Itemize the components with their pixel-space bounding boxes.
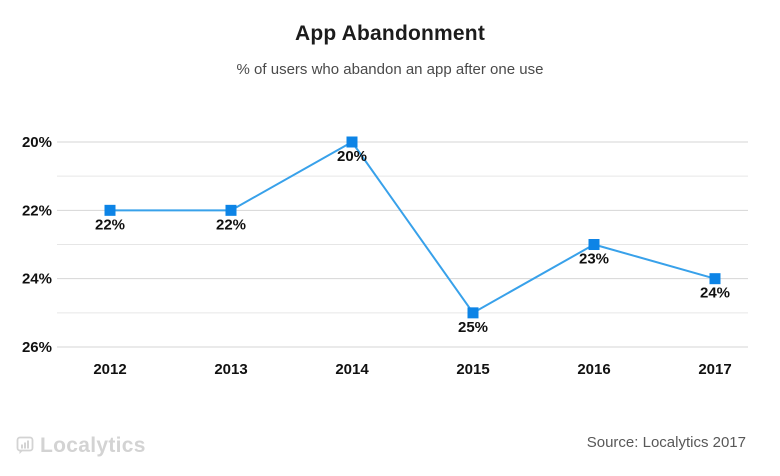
chart-subtitle: % of users who abandon an app after one … (236, 61, 544, 78)
logo-text: Localytics (40, 434, 146, 457)
trend-line (110, 141, 716, 314)
x-axis-tick-label: 2013 (214, 361, 247, 378)
data-point-label: 20% (337, 148, 367, 165)
data-point-label: 25% (458, 319, 488, 336)
source-attribution: Source: Localytics 2017 (586, 434, 746, 451)
data-point-marker (346, 136, 358, 148)
y-axis-tick-label: 22% (22, 202, 52, 219)
data-point-label: 24% (700, 285, 730, 302)
data-point-marker (709, 273, 721, 285)
y-axis-tick-label: 26% (22, 339, 52, 356)
data-point-marker (225, 204, 237, 216)
data-point-label: 22% (95, 216, 125, 233)
data-point-marker (588, 239, 600, 251)
data-point-label: 23% (579, 251, 609, 268)
bar-chart-logo-icon (16, 436, 34, 454)
data-point-label: 22% (216, 216, 246, 233)
chart-title: App Abandonment (294, 22, 486, 45)
x-axis-tick-label: 2016 (577, 361, 610, 378)
data-point-marker (104, 204, 116, 216)
y-axis-tick-label: 24% (22, 271, 52, 288)
y-axis-tick-label: 20% (22, 134, 52, 151)
x-axis-tick-label: 2012 (93, 361, 126, 378)
x-axis-tick-label: 2014 (335, 361, 369, 378)
x-axis-tick-label: 2015 (456, 361, 489, 378)
localytics-logo: Localytics (16, 434, 146, 458)
data-point-marker (467, 307, 479, 319)
x-axis-tick-label: 2017 (698, 361, 731, 378)
